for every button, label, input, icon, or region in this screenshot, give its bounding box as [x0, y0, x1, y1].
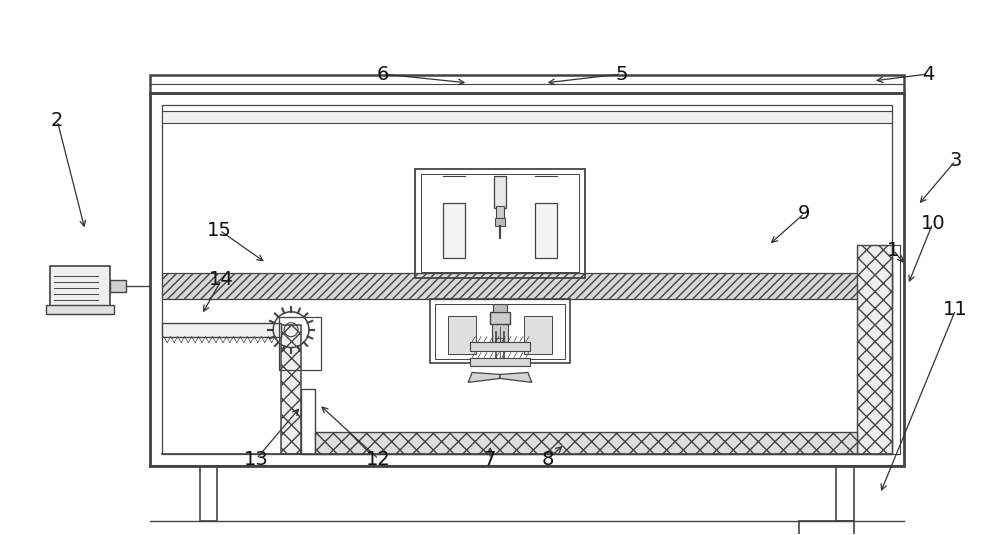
Bar [110, 280, 126, 292]
Bar [799, 521, 854, 535]
Text: 1: 1 [887, 241, 899, 259]
Bar [493, 304, 507, 312]
Bar [857, 245, 892, 454]
Bar [281, 325, 301, 454]
Bar [492, 322, 508, 349]
Text: 9: 9 [798, 204, 811, 223]
Bar [150, 93, 904, 466]
Polygon shape [500, 372, 532, 383]
Bar [50, 266, 110, 306]
Text: 14: 14 [209, 270, 234, 289]
Bar [490, 312, 510, 324]
Text: 4: 4 [922, 65, 934, 83]
Bar [524, 316, 552, 354]
Text: 7: 7 [484, 449, 496, 469]
Bar [415, 169, 585, 278]
Polygon shape [468, 372, 500, 383]
Bar [150, 75, 904, 93]
Text: 12: 12 [366, 449, 391, 469]
Bar [162, 273, 892, 299]
Bar [470, 342, 530, 350]
Bar [301, 389, 315, 454]
Bar [430, 299, 570, 363]
Bar [535, 203, 557, 258]
Text: 8: 8 [542, 449, 554, 469]
Bar [470, 357, 530, 366]
Bar [315, 432, 857, 454]
Bar [46, 305, 114, 314]
Bar [836, 466, 854, 521]
Bar [496, 207, 504, 218]
Bar [162, 105, 892, 454]
Text: 3: 3 [949, 151, 962, 170]
Bar [494, 177, 506, 208]
Text: 5: 5 [615, 65, 628, 83]
Text: 6: 6 [376, 65, 389, 83]
Text: 2: 2 [51, 111, 63, 130]
Bar [435, 304, 565, 358]
Bar [448, 316, 476, 354]
Bar [892, 245, 900, 454]
Bar [279, 317, 321, 370]
Text: 13: 13 [244, 449, 269, 469]
Text: 15: 15 [207, 221, 232, 240]
Bar [421, 174, 579, 272]
Bar [162, 323, 281, 337]
Text: 10: 10 [920, 213, 945, 233]
Bar [200, 466, 217, 521]
Bar [443, 203, 465, 258]
Bar [162, 111, 892, 123]
Bar [495, 218, 505, 226]
Text: 11: 11 [943, 300, 968, 319]
